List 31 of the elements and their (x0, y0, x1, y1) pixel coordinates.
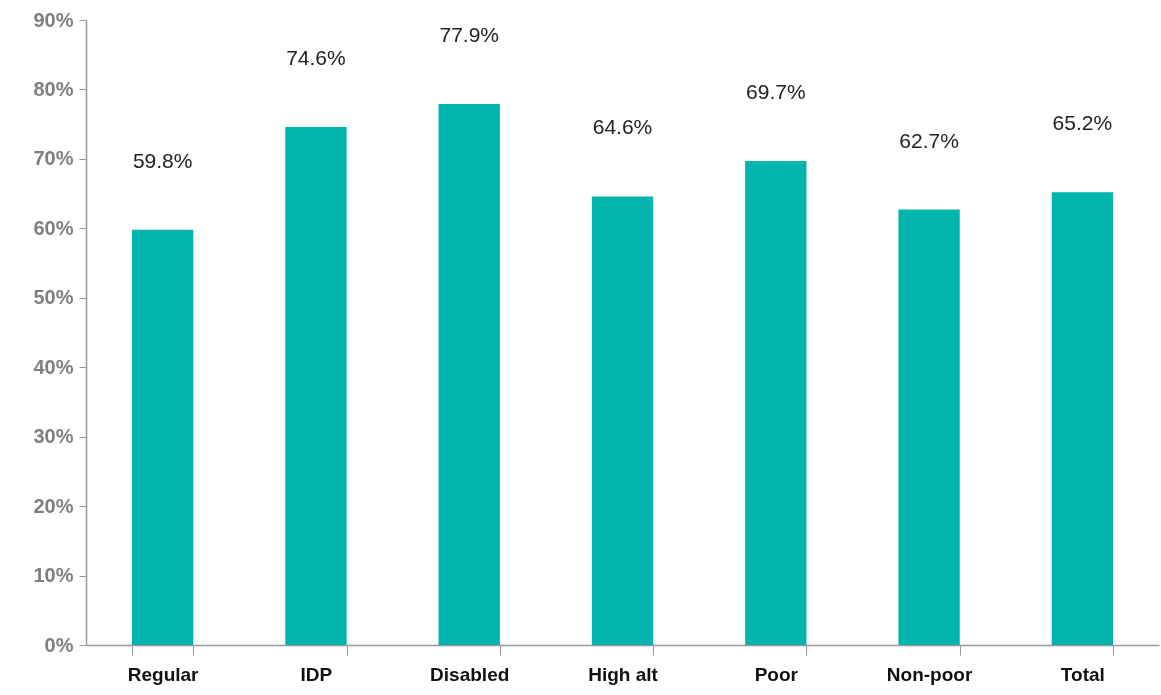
y-tick-label: 40% (33, 355, 74, 378)
data-label: 74.6% (286, 45, 346, 69)
y-tick-label: 20% (33, 494, 74, 517)
y-tick-label: 70% (33, 147, 74, 170)
y-tick-label: 60% (33, 216, 74, 239)
y-tick-label: 10% (33, 564, 74, 587)
x-tick-label: IDP (300, 663, 333, 685)
y-tick-label: 0% (44, 633, 74, 656)
bar (131, 229, 194, 645)
x-tick-label: Non-poor (886, 663, 973, 685)
x-tick-label: Disabled (430, 663, 510, 685)
y-tick-label: 90% (33, 8, 74, 31)
x-tick-label: Poor (754, 663, 799, 685)
bar (745, 160, 807, 645)
data-label: 64.6% (592, 115, 653, 139)
x-tick-label: Regular (127, 663, 200, 685)
bar (898, 209, 960, 645)
bar (1051, 192, 1114, 645)
x-tick-label: Total (1060, 663, 1105, 685)
y-tick-label: 80% (33, 77, 74, 100)
data-label: 62.7% (899, 128, 959, 152)
y-tick-label: 50% (33, 286, 74, 309)
x-tick-label: High alt (588, 663, 659, 685)
bar (591, 196, 654, 645)
data-label: 77.9% (439, 23, 499, 47)
data-label: 65.2% (1052, 111, 1113, 135)
bar (438, 104, 500, 645)
y-tick-label: 30% (33, 425, 74, 448)
data-label: 59.8% (132, 148, 193, 172)
data-label: 69.7% (746, 79, 806, 103)
bar (285, 126, 347, 645)
